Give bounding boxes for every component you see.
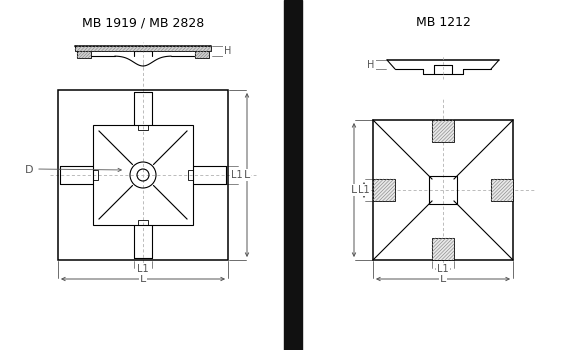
Bar [491,179,513,201]
Bar [138,220,148,225]
Text: H: H [367,60,375,70]
Text: L1: L1 [231,170,243,180]
Bar [77,51,91,58]
Bar [432,238,454,260]
Bar [75,46,211,51]
Bar [284,0,302,350]
Text: L1: L1 [358,185,370,195]
Text: H: H [224,46,232,56]
Bar [373,120,513,260]
Text: D: D [25,165,33,175]
Bar [138,125,148,130]
Bar [195,51,209,58]
Bar [432,120,454,142]
Bar [93,170,98,180]
Bar [373,179,395,201]
Text: L: L [140,274,146,284]
Text: L: L [440,274,446,284]
Text: L: L [351,185,357,195]
Text: MB 1919 / MB 2828: MB 1919 / MB 2828 [82,16,204,29]
Bar [93,125,193,225]
Bar [429,176,457,204]
Bar [188,170,193,180]
Text: L1: L1 [437,264,449,274]
Text: MB 1212: MB 1212 [416,16,471,29]
Bar [58,90,228,260]
Text: L: L [244,170,250,180]
Text: L1: L1 [137,264,149,274]
